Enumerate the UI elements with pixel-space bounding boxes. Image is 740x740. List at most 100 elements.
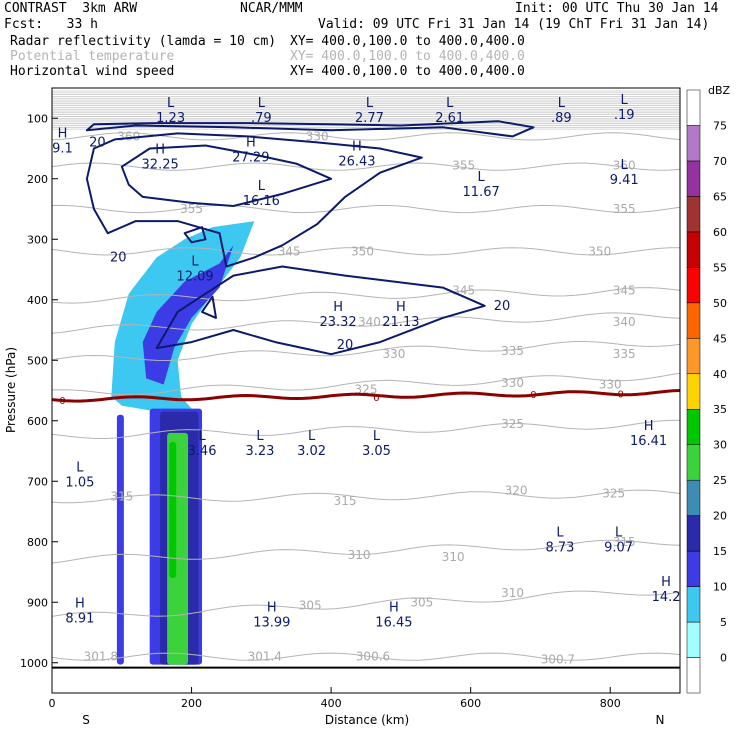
- plot-frame: [51, 87, 681, 694]
- extremum-type: H: [155, 143, 165, 158]
- wind-speed-contour: [120, 144, 333, 207]
- extremum-value: 1.23: [156, 111, 185, 126]
- wind-extremum: L3.05: [362, 429, 391, 459]
- wind-extremum: L11.67: [463, 170, 500, 200]
- y-tick-label: 500: [27, 354, 48, 367]
- theta-isoline: [52, 652, 680, 661]
- wind-extremum: H16.45: [375, 601, 412, 631]
- colorbar-level-label: 10: [713, 581, 727, 594]
- colorbar-swatch: [686, 479, 701, 516]
- colorbar-level-label: 35: [713, 403, 727, 416]
- theta-label: 305: [299, 598, 322, 612]
- colorbar-swatch: [686, 338, 701, 375]
- y-tick-label: 200: [27, 173, 48, 186]
- colorbar-level-label: 5: [720, 616, 727, 629]
- colorbar-level-label: 55: [713, 261, 727, 274]
- extremum-value: 3.23: [245, 444, 274, 459]
- colorbar-swatch: [686, 657, 701, 694]
- extremum-type: H: [396, 300, 406, 315]
- wind-extremum: H9.1: [52, 126, 73, 156]
- extremum-value: 21.13: [382, 315, 419, 330]
- extremum-value: 16.45: [375, 616, 412, 631]
- theta-label: 320: [505, 483, 528, 497]
- y-tick-label: 800: [27, 536, 48, 549]
- extremum-type: L: [258, 96, 266, 111]
- theta-label: 315: [613, 535, 636, 549]
- colorbar-level-label: 60: [713, 226, 727, 239]
- colorbar-swatch: [686, 550, 701, 587]
- wind-speed-contour-label: 20: [494, 299, 511, 314]
- colorbar-swatch: [686, 196, 701, 233]
- x-end-south: S: [82, 713, 90, 727]
- field-wind-xy: XY= 400.0,100.0 to 400.0,400.0: [290, 64, 525, 79]
- theta-label: 355: [613, 202, 636, 216]
- wind-extremum: L3.23: [245, 429, 274, 459]
- extremum-value: .89: [551, 111, 572, 126]
- wind-extremum: H21.13: [382, 300, 419, 330]
- extremum-value: 9.1: [52, 141, 73, 156]
- wind-speed-contour: [155, 265, 486, 356]
- extremum-type: L: [198, 429, 206, 444]
- wind-speed-contour-label: 20: [110, 250, 127, 265]
- theta-label: 301.4: [248, 650, 282, 664]
- y-tick-label: 700: [27, 475, 48, 488]
- extremum-type: L: [258, 179, 266, 194]
- extremum-type: L: [191, 255, 199, 270]
- theta-label: 355: [452, 158, 475, 172]
- wind-extremum: H13.99: [253, 601, 290, 631]
- y-tick-label: 300: [27, 233, 48, 246]
- theta-label: 310: [348, 548, 371, 562]
- wind-speed-contour: [85, 132, 423, 268]
- colorbar-level-label: 65: [713, 190, 727, 203]
- wind-extremum: L16.16: [243, 179, 280, 209]
- extremum-type: L: [308, 429, 316, 444]
- wind-extremum: L3.02: [297, 429, 326, 459]
- wind-extremum: L.19: [614, 93, 635, 123]
- y-tick-label: 400: [27, 294, 48, 307]
- wind-extremum: H14.2: [652, 575, 680, 605]
- theta-label: 325: [602, 486, 625, 500]
- wind-extremum: L9.41: [610, 158, 639, 188]
- theta-label: 305: [410, 595, 433, 609]
- theta-isoline: [52, 419, 680, 440]
- extremum-value: 3.46: [188, 444, 217, 459]
- extremum-value: 16.41: [630, 434, 667, 449]
- init-time: Init: 00 UTC Thu 30 Jan 14: [515, 1, 719, 16]
- colorbar-swatch: [686, 515, 701, 552]
- theta-isoline: [52, 162, 680, 171]
- wind-extremum: L2.77: [355, 96, 384, 126]
- wind-extremum: H23.32: [319, 300, 356, 330]
- extremum-value: 8.91: [65, 611, 94, 626]
- colorbar-level-label: 70: [713, 155, 727, 168]
- theta-isoline: [52, 204, 680, 214]
- extremum-type: L: [366, 96, 374, 111]
- theta-label: 330: [501, 376, 524, 390]
- y-axis-label: Pressure (hPa): [4, 347, 18, 433]
- wind-extremum: H26.43: [338, 140, 375, 170]
- wind-extremum: L1.05: [65, 460, 94, 490]
- theta-label: 310: [501, 586, 524, 600]
- extremum-type: H: [58, 126, 68, 141]
- colorbar-level-label: 0: [720, 652, 727, 665]
- extremum-type: H: [352, 140, 362, 155]
- extremum-value: 2.77: [355, 111, 384, 126]
- wind-speed-contour-label: 20: [89, 135, 106, 150]
- extremum-value: 23.32: [319, 315, 356, 330]
- colorbar-swatch: [686, 89, 701, 126]
- extremum-value: 9.41: [610, 173, 639, 188]
- wind-extremum: L9.07: [604, 526, 633, 556]
- x-tick-label: 800: [600, 697, 621, 710]
- wind-extremum: L3.46: [188, 429, 217, 459]
- forecast-hour: Fcst: 33 h: [4, 17, 98, 32]
- wind-speed-contour: [85, 120, 535, 138]
- theta-label: 310: [442, 550, 465, 564]
- theta-label: 325: [501, 417, 524, 431]
- wind-extremum: H27.29: [232, 135, 269, 165]
- wind-extremum: H16.41: [630, 419, 667, 449]
- extremum-value: 13.99: [253, 616, 290, 631]
- theta-isoline: [52, 372, 680, 396]
- colorbar-swatch: [686, 373, 701, 410]
- center-label: NCAR/MMM: [240, 1, 303, 16]
- theta-label: 350: [588, 244, 611, 258]
- y-tick-label: 100: [27, 112, 48, 125]
